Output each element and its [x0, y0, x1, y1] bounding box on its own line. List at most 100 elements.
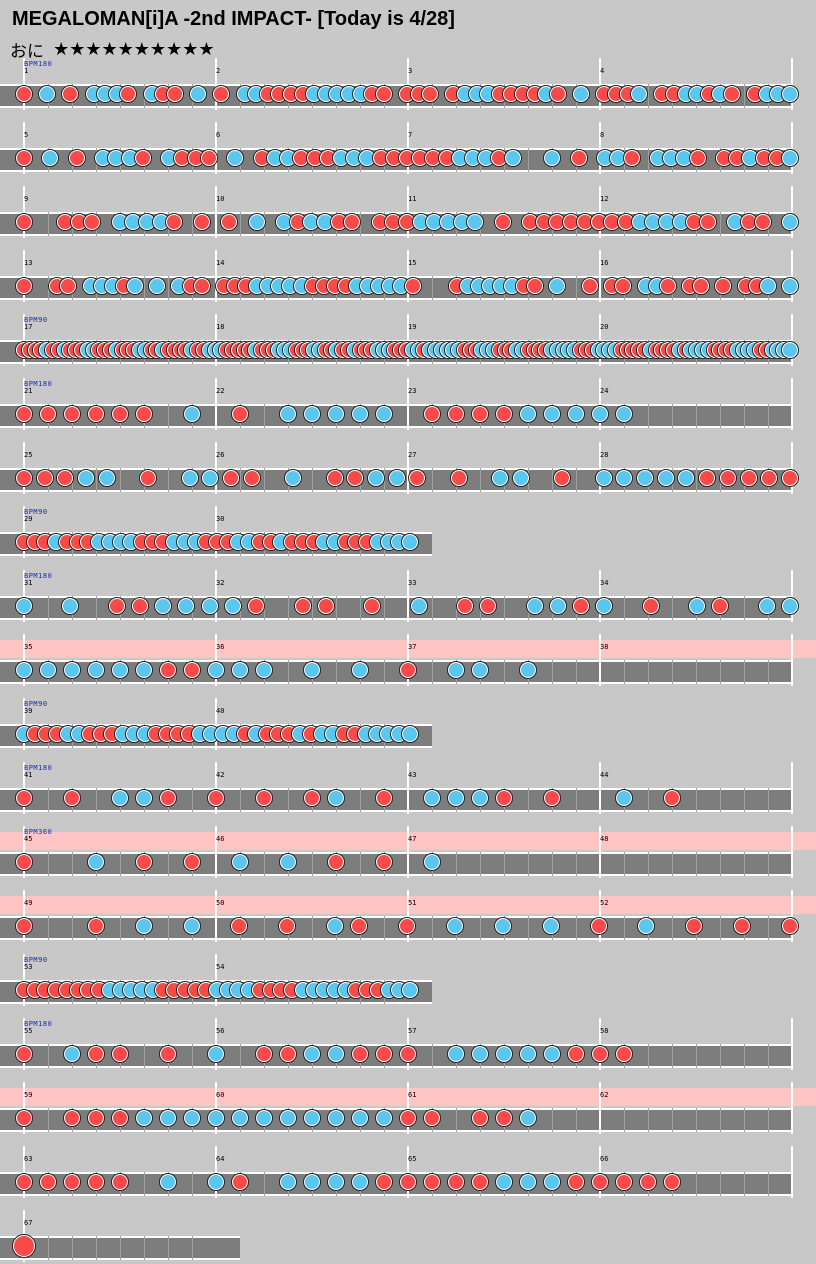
- bar-line: [407, 1146, 409, 1198]
- beat-line: [696, 1172, 697, 1196]
- measure-number: 51: [408, 899, 417, 907]
- beat-line: [768, 660, 769, 684]
- don-note: [376, 790, 392, 806]
- measure-number: 8: [600, 131, 605, 139]
- don-note: [140, 470, 157, 486]
- beat-line: [552, 468, 553, 492]
- beat-line: [744, 660, 745, 684]
- beat-line: [96, 596, 97, 620]
- don-note: [108, 598, 125, 614]
- bar-line: [23, 826, 25, 878]
- don-note: [304, 790, 320, 806]
- don-note: [184, 854, 200, 870]
- don-note: [132, 598, 149, 614]
- don-note: [166, 86, 183, 102]
- bpm-label: BPM360: [24, 828, 53, 836]
- don-note: [231, 918, 248, 934]
- don-note: [57, 470, 74, 486]
- ka-note: [637, 470, 654, 486]
- bar-line: [791, 122, 793, 174]
- ka-note: [328, 406, 344, 422]
- ka-note: [304, 1174, 320, 1190]
- ka-note: [208, 1174, 224, 1190]
- don-note: [422, 86, 439, 102]
- don-note: [376, 854, 392, 870]
- bar-line: [23, 250, 25, 302]
- bar-line: [599, 1082, 601, 1134]
- don-note: [376, 1046, 392, 1062]
- ka-note: [448, 1046, 464, 1062]
- don-note: [88, 1110, 104, 1126]
- bar-line: [215, 1082, 217, 1134]
- ka-note: [208, 1046, 224, 1062]
- ka-note: [448, 790, 464, 806]
- measure-number: 11: [408, 195, 417, 203]
- beat-line: [240, 788, 241, 812]
- ka-note: [160, 1174, 176, 1190]
- don-note: [592, 1046, 608, 1062]
- bar-line: [599, 314, 601, 366]
- don-note: [623, 150, 640, 166]
- bar-line: [23, 442, 25, 494]
- don-note: [328, 854, 344, 870]
- ka-note: [782, 86, 798, 102]
- bar-line: [215, 826, 217, 878]
- ka-note: [467, 214, 484, 230]
- beat-line: [288, 596, 289, 620]
- ka-note: [155, 598, 172, 614]
- ka-note: [328, 1110, 344, 1126]
- ka-note: [544, 1174, 560, 1190]
- measure-number: 18: [216, 323, 225, 331]
- beat-line: [288, 788, 289, 812]
- beat-line: [672, 916, 673, 940]
- chart-row: BPM180 31 32 33 34: [0, 570, 816, 622]
- bar-line: [407, 250, 409, 302]
- beat-line: [456, 1108, 457, 1132]
- don-note: [570, 150, 587, 166]
- bar-line: [23, 1018, 25, 1070]
- don-note: [544, 790, 560, 806]
- ka-note: [135, 918, 152, 934]
- measure-number: 7: [408, 131, 413, 139]
- measure-number: 48: [600, 835, 609, 843]
- don-note: [223, 470, 240, 486]
- chart-row: BPM180 1 2 3 4: [0, 58, 816, 110]
- bpm-label: BPM90: [24, 508, 48, 516]
- beat-line: [720, 404, 721, 428]
- don-note: [200, 150, 217, 166]
- don-note: [450, 470, 467, 486]
- beat-line: [48, 788, 49, 812]
- measure-number: 46: [216, 835, 225, 843]
- don-note: [64, 790, 80, 806]
- bar-line: [791, 826, 793, 878]
- ka-note: [616, 470, 633, 486]
- measure-number: 22: [216, 387, 225, 395]
- bar-line: [791, 378, 793, 430]
- ka-note: [160, 1110, 176, 1126]
- beat-line: [168, 916, 169, 940]
- don-note: [457, 598, 474, 614]
- chart-title: MEGALOMAN[i]A -2nd IMPACT- [Today is 4/2…: [12, 8, 455, 30]
- ka-note: [280, 1174, 296, 1190]
- ka-note: [224, 598, 241, 614]
- beat-line: [744, 1172, 745, 1196]
- beat-line: [744, 1044, 745, 1068]
- ka-note: [472, 1046, 488, 1062]
- don-note: [166, 214, 183, 230]
- bpm-label: BPM180: [24, 380, 53, 388]
- don-note: [740, 470, 757, 486]
- don-note: [399, 918, 415, 934]
- ka-note: [494, 918, 511, 934]
- don-note: [232, 1174, 248, 1190]
- measure-number: 26: [216, 451, 225, 459]
- bar-line: [23, 890, 25, 942]
- measure-number: 12: [600, 195, 609, 203]
- don-note: [448, 1174, 464, 1190]
- beat-line: [336, 660, 337, 684]
- beat-line: [48, 596, 49, 620]
- measure-number: 44: [600, 771, 609, 779]
- ka-note: [520, 1046, 536, 1062]
- bar-line: [407, 570, 409, 622]
- measure-number: 42: [216, 771, 225, 779]
- don-note: [221, 214, 238, 230]
